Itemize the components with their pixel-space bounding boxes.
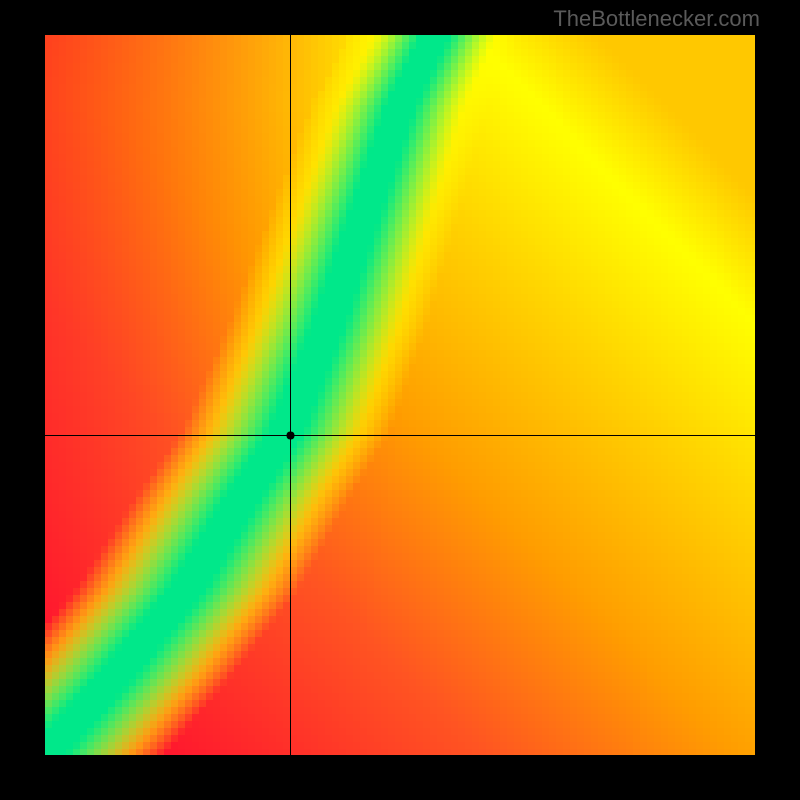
watermark-text: TheBottlenecker.com — [553, 6, 760, 32]
chart-container: TheBottlenecker.com — [0, 0, 800, 800]
bottleneck-heatmap — [45, 35, 755, 755]
